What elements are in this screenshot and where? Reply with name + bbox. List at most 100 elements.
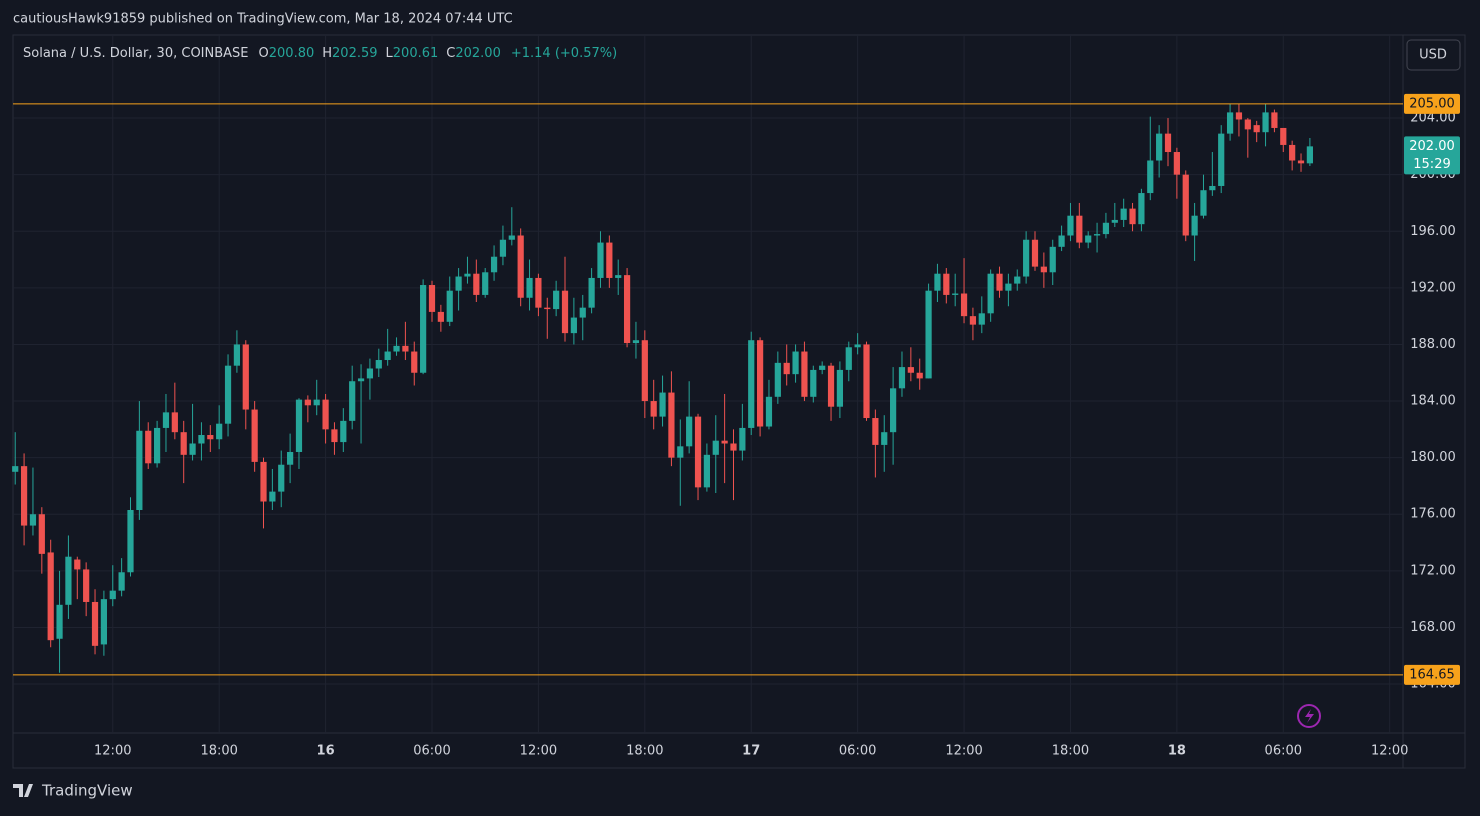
alert-bolt [1305,709,1314,723]
candle-body [1306,146,1313,164]
candle-body [694,416,702,488]
brand: TradingView [41,782,133,800]
candle-body [224,365,232,424]
x-tick-label: 18:00 [1052,744,1089,759]
candle-body [517,235,524,298]
candle-body [402,345,409,352]
candle-body [499,239,507,257]
candle-body [1235,112,1243,120]
currency[interactable]: USD [1419,48,1447,63]
candle-body [748,340,755,428]
candle-body [659,392,666,417]
candle-body [1085,235,1092,243]
x-tick-label: 06:00 [1265,744,1302,759]
candle-body [1182,174,1189,236]
price-tag-label: 205.00 [1409,96,1455,111]
candle-body [881,432,888,445]
candle-body [836,369,844,407]
candle-body [739,427,746,451]
last-price-tag [1404,136,1460,175]
candle-body [712,440,719,455]
ohlc-key: O [259,46,269,61]
candle-body [615,275,622,278]
candle-body [1226,112,1234,134]
candle-body [1209,185,1216,191]
candle-body [20,466,28,526]
candle-body [153,427,161,464]
candle-body [1049,246,1056,273]
x-tick-label: 18:00 [626,744,663,759]
candle-body [890,388,897,433]
candle-body [304,399,311,406]
candle-body [1147,160,1154,194]
x-tick-label: 12:00 [1371,744,1408,759]
currency-button[interactable] [1406,39,1461,71]
candle-body [996,273,1003,291]
alert-icon[interactable] [1297,704,1321,728]
candle-body [916,372,923,379]
y-tick-label: 188.00 [1410,337,1456,352]
candle-body [703,454,710,488]
candle-body [1120,208,1127,220]
x-tick-label: 18:00 [200,744,237,759]
candle-body [1076,215,1083,243]
candle-body [1271,112,1278,128]
candle-body [1102,222,1110,235]
candle-body [393,345,400,352]
candle-body [686,416,693,447]
y-tick-label: 176.00 [1410,507,1456,522]
candle-body [295,399,303,452]
y-tick-label: 172.00 [1410,563,1456,578]
candle-body [544,307,551,310]
candle-body [907,367,914,373]
candle-body [677,446,684,458]
last-price-label: 202.00 [1409,139,1455,154]
candle-body [810,369,817,397]
candle-body [1111,219,1118,223]
candle-body [1200,190,1207,216]
candle-body [623,275,631,344]
candle-body [925,290,932,379]
candle-body [1040,266,1047,273]
candle-body [340,420,347,443]
candle-body [56,604,63,639]
candle-body [251,409,258,462]
candle-body [207,435,214,440]
candle-body [960,293,968,317]
ohlc-key: C [446,46,455,61]
x-tick-label: 16 [317,744,335,759]
candle-body [357,378,365,382]
attribution: cautiousHawk91859 published on TradingVi… [13,12,513,27]
ohlc-key: H [322,46,332,61]
candle-body [1191,215,1198,236]
x-tick-label: 06:00 [413,744,450,759]
candle-body [180,432,187,455]
y-tick-label: 168.00 [1410,620,1456,635]
candle-body [721,440,728,444]
candle-body [561,290,569,334]
candle-body [1156,133,1163,161]
candle-body [91,601,99,646]
candle-body [287,451,294,465]
candle-body [1138,193,1145,225]
candle-body [668,392,675,458]
candle-body [1058,235,1065,247]
candle-body [898,367,906,389]
candle-body [863,344,870,419]
candle-body [1262,112,1269,133]
candle-body [366,368,374,379]
candle-body [1244,119,1251,130]
candle-body [83,569,90,602]
candle-body [420,285,427,373]
candle-body [269,491,276,502]
candle-body [233,344,241,366]
candle-body [969,316,977,325]
candle-body [12,466,19,472]
candle-body [145,430,152,464]
x-tick-label: 17 [742,744,760,759]
candle-body [774,362,781,397]
y-tick-label: 184.00 [1410,394,1456,409]
candle-body [845,347,852,370]
ohlc-value: 202.59 [332,46,378,61]
candle-body [331,429,338,443]
